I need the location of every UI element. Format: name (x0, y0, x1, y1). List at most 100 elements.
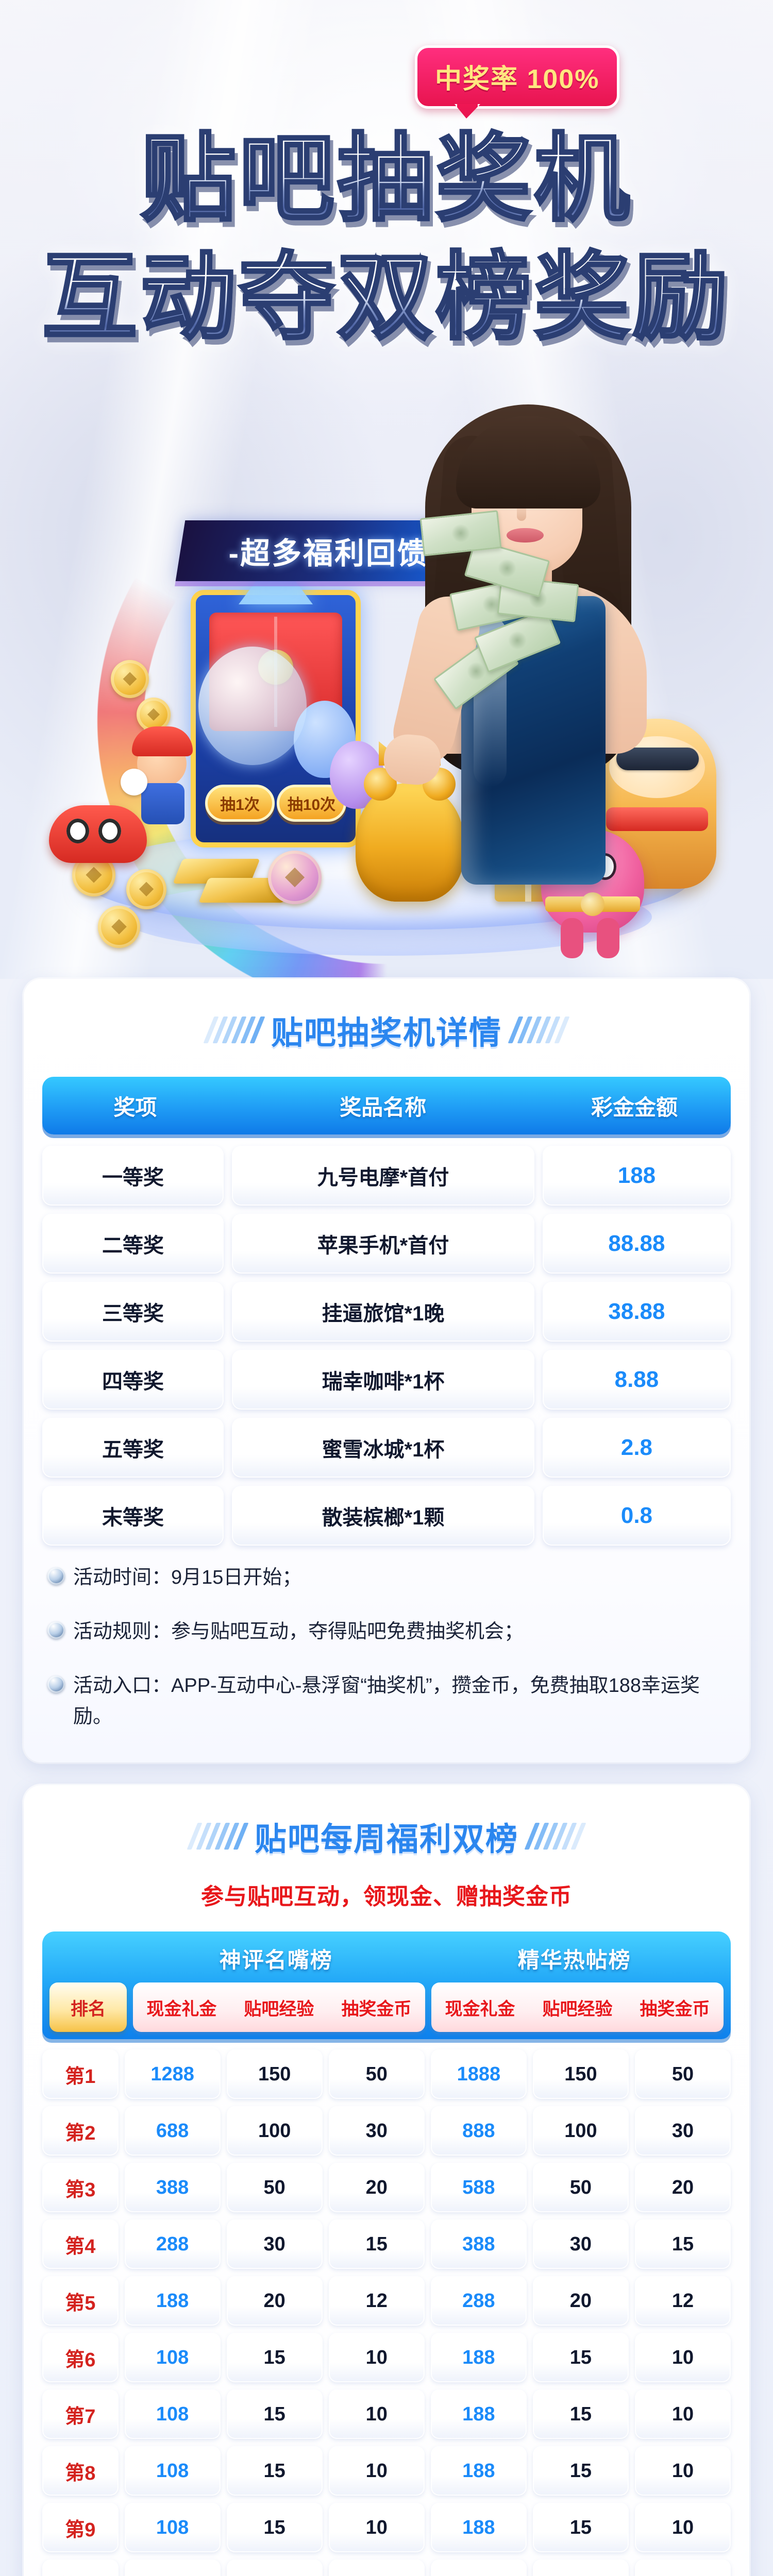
post-exp-cell: 15 (532, 2446, 629, 2496)
board-name-comment: 神评名嘴榜 (219, 1948, 333, 1973)
prize-table-header: 奖项 奖品名称 彩金金额 (42, 1077, 731, 1134)
table-row: 第6 108 15 10 188 15 10 (42, 2333, 731, 2383)
prize-award-cell: 三等奖 (42, 1282, 224, 1342)
post-coin-cell: 12 (634, 2276, 731, 2326)
column-header-exp: 贴吧经验 (542, 1999, 613, 2019)
table-row: 五等奖 蜜雪冰城*1杯 2.8 (42, 1418, 731, 1478)
board-name-spacer (49, 1943, 127, 1974)
prize-name-cell: 蜜雪冰城*1杯 (232, 1418, 534, 1478)
prize-amount-cell: 38.88 (542, 1282, 731, 1342)
title-slash-decoration-left (187, 1823, 249, 1850)
column-header-cash: 现金礼金 (445, 1999, 515, 2019)
prize-name-cell: 苹果手机*首付 (232, 1214, 534, 1274)
table-row: 二等奖 苹果手机*首付 88.88 (42, 1214, 731, 1274)
table-row: 四等奖 瑞幸咖啡*1杯 8.88 (42, 1350, 731, 1410)
post-exp-cell: 15 (532, 2560, 629, 2576)
banknote-icon (419, 510, 502, 556)
ranking-table-body: 第1 1288 150 50 1888 150 50 第2 688 100 30 888 100 30 第3… (42, 2049, 731, 2576)
prize-award-cell: 五等奖 (42, 1418, 224, 1478)
post-coin-cell: 20 (634, 2163, 731, 2213)
post-exp-cell: 15 (532, 2389, 629, 2439)
post-cash-cell: 288 (430, 2276, 527, 2326)
comment-coin-cell: 15 (328, 2219, 425, 2269)
column-header-coin: 抽奖金币 (640, 1999, 710, 2019)
rank-label-cell: 第10 (42, 2560, 119, 2576)
star-token-icon (268, 851, 322, 904)
comment-coin-cell: 20 (328, 2163, 425, 2213)
comment-exp-cell: 100 (226, 2106, 323, 2156)
draw-once-button[interactable]: 抽1次 (205, 785, 275, 822)
mascot-glove (121, 769, 147, 795)
table-row: 第7 108 15 10 188 15 10 (42, 2389, 731, 2439)
rank-label-cell: 第2 (42, 2106, 119, 2156)
post-exp-cell: 150 (532, 2049, 629, 2099)
ranking-column-headers: 排名 现金礼金 贴吧经验 抽奖金币 现金礼金 贴吧经验 抽奖金币 (49, 1982, 724, 2032)
comment-coin-cell: 10 (328, 2560, 425, 2576)
post-cash-cell: 188 (430, 2560, 527, 2576)
comment-cash-cell: 288 (124, 2219, 221, 2269)
prize-table-header-amount: 彩金金额 (591, 1095, 678, 1120)
table-row: 第8 108 15 10 188 15 10 (42, 2446, 731, 2496)
post-coin-cell: 10 (634, 2560, 731, 2576)
title-slash-decoration-right (524, 1823, 586, 1850)
prize-award-cell: 一等奖 (42, 1146, 224, 1206)
list-item: 活动规则：参与贴吧互动，夺得贴吧免费抽奖机会； (47, 1616, 726, 1648)
comment-exp-cell: 15 (226, 2560, 323, 2576)
prize-amount-cell: 8.88 (542, 1350, 731, 1410)
board-name-post: 精华热帖榜 (517, 1948, 631, 1973)
post-coin-cell: 10 (634, 2446, 731, 2496)
post-exp-cell: 15 (532, 2333, 629, 2383)
model-photo (382, 404, 662, 930)
note-text: 活动规则：参与贴吧互动，夺得贴吧免费抽奖机会； (73, 1620, 524, 1642)
post-exp-cell: 50 (532, 2163, 629, 2213)
prize-amount-cell: 188 (542, 1146, 731, 1206)
comment-exp-cell: 15 (226, 2446, 323, 2496)
prize-name-cell: 瑞幸咖啡*1杯 (232, 1350, 534, 1410)
list-item: 活动时间：9月15日开始； (47, 1562, 726, 1594)
prize-award-cell: 末等奖 (42, 1486, 224, 1546)
table-row: 第3 388 50 20 588 50 20 (42, 2163, 731, 2213)
table-row: 末等奖 散装槟榔*1颗 0.8 (42, 1486, 731, 1546)
post-coin-cell: 10 (634, 2503, 731, 2553)
comment-coin-cell: 30 (328, 2106, 425, 2156)
gold-coin-icon (111, 660, 149, 698)
ranking-title-row: 贴吧每周福利双榜 (42, 1813, 731, 1859)
title-slash-decoration-left (203, 1016, 265, 1043)
comment-exp-cell: 15 (226, 2389, 323, 2439)
comment-cash-cell: 188 (124, 2276, 221, 2326)
gold-coin-icon (98, 906, 140, 948)
comment-cash-cell: 688 (124, 2106, 221, 2156)
hero-banner: 中奖率 100% 贴吧抽奖机 互动夺双榜奖励 -超多福利回馈 嗨翻天- 抽1次 … (0, 0, 773, 979)
rank-label-cell: 第8 (42, 2446, 119, 2496)
hero-title-group: 贴吧抽奖机 互动夺双榜奖励 (0, 127, 773, 349)
prize-notes: 活动时间：9月15日开始； 活动规则：参与贴吧互动，夺得贴吧免费抽奖机会； 活动… (42, 1554, 731, 1740)
comment-coin-cell: 10 (328, 2446, 425, 2496)
mascot-body (141, 783, 184, 824)
rank-label-cell: 第5 (42, 2276, 119, 2326)
table-row: 第4 288 30 15 388 30 15 (42, 2219, 731, 2269)
column-header-exp: 贴吧经验 (244, 1999, 314, 2019)
bullet-icon (47, 1621, 65, 1639)
prize-detail-title-row: 贴吧抽奖机详情 (42, 1007, 731, 1053)
comment-exp-cell: 50 (226, 2163, 323, 2213)
post-cash-cell: 188 (430, 2446, 527, 2496)
post-coin-cell: 10 (634, 2389, 731, 2439)
ranking-subtitle: 参与贴吧互动，领现金、赠抽奖金币 (201, 1884, 572, 1910)
comment-cash-cell: 108 (124, 2333, 221, 2383)
title-slash-decoration-right (508, 1016, 570, 1043)
comment-coin-cell: 50 (328, 2049, 425, 2099)
post-exp-cell: 100 (532, 2106, 629, 2156)
table-row: 第5 188 20 12 288 20 12 (42, 2276, 731, 2326)
prize-name-cell: 九号电摩*首付 (232, 1146, 534, 1206)
rank-label-cell: 第6 (42, 2333, 119, 2383)
winner-bubble-decoration (198, 647, 307, 765)
ranking-board-names: 神评名嘴榜 精华热帖榜 (49, 1943, 724, 1974)
comment-cash-cell: 108 (124, 2560, 221, 2576)
rank-label-cell: 第4 (42, 2219, 119, 2269)
weekly-ranking-card: 贴吧每周福利双榜 参与贴吧互动，领现金、赠抽奖金币 神评名嘴榜 精华热帖榜 排名… (24, 1785, 749, 2576)
gold-coin-icon (126, 869, 166, 909)
rank-label-cell: 第9 (42, 2503, 119, 2553)
comment-cash-cell: 108 (124, 2503, 221, 2553)
post-exp-cell: 15 (532, 2503, 629, 2553)
